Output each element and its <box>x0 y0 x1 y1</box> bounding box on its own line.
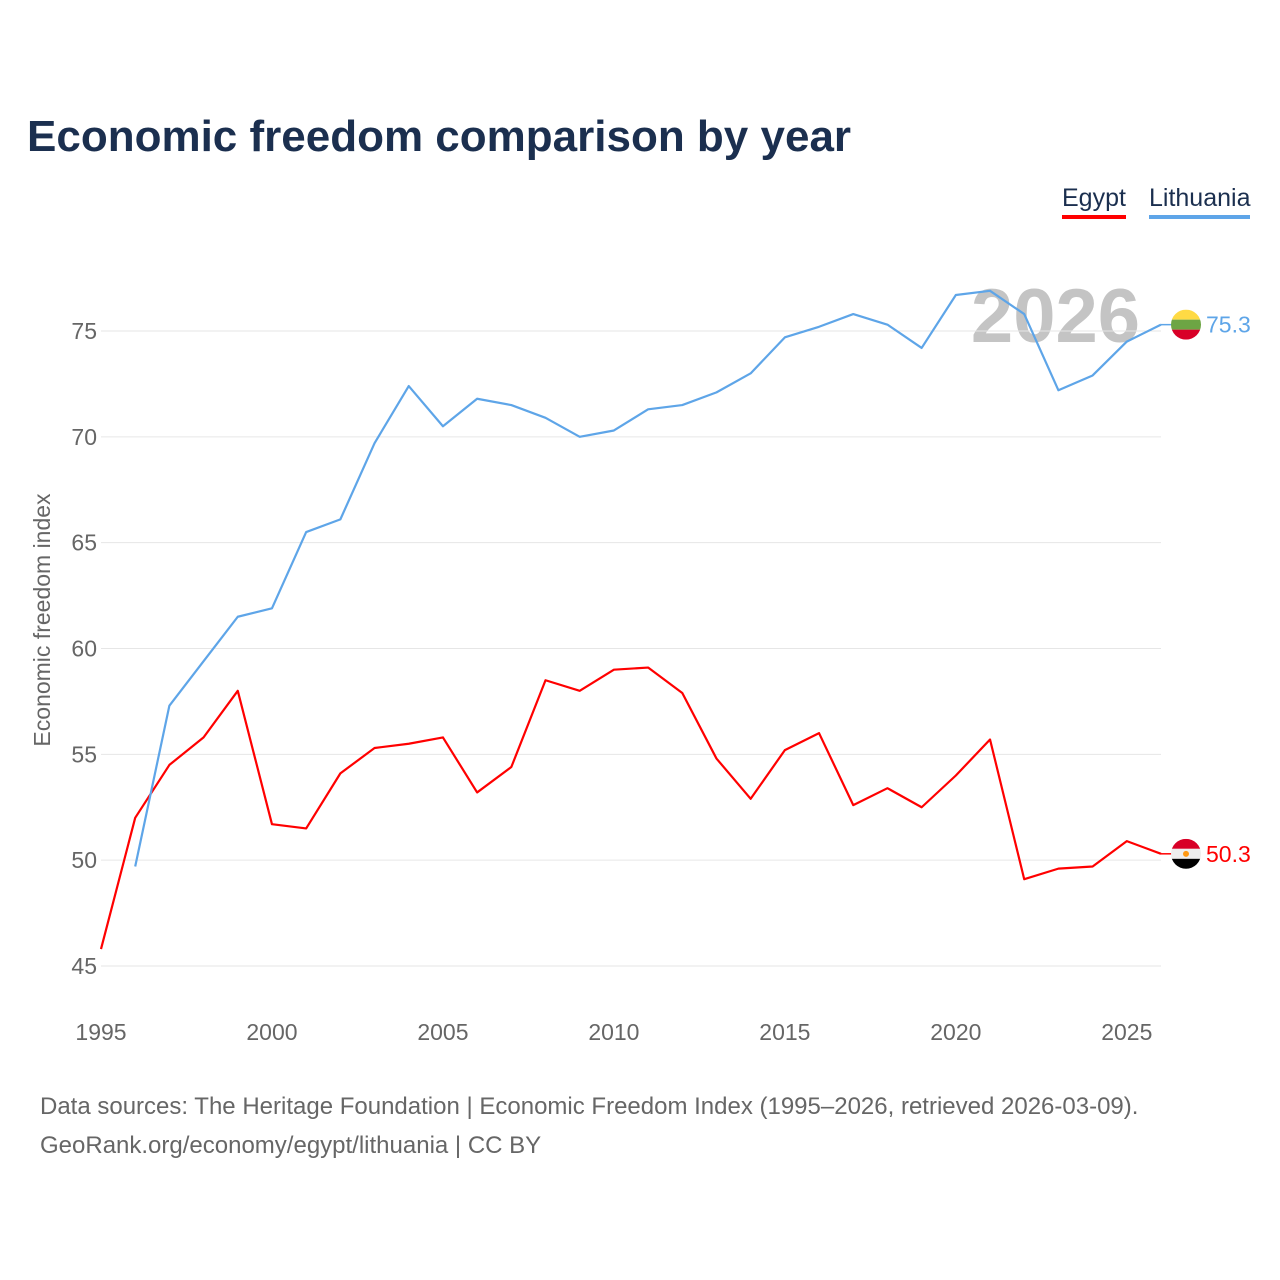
data-point <box>919 345 925 351</box>
data-point <box>850 311 856 317</box>
data-point <box>269 605 275 611</box>
data-point <box>337 516 343 522</box>
x-tick-label: 2005 <box>417 1019 468 1045</box>
egypt-flag-icon <box>1171 838 1201 869</box>
data-point <box>782 334 788 340</box>
x-tick-label: 2020 <box>930 1019 981 1045</box>
data-point <box>1124 838 1130 844</box>
y-tick-label: 70 <box>71 424 97 450</box>
legend-lithuania[interactable]: Lithuania <box>1149 184 1251 219</box>
data-point <box>166 762 172 768</box>
data-point <box>372 440 378 446</box>
data-point <box>1021 876 1027 882</box>
y-tick-label: 65 <box>71 530 97 556</box>
series-line-lithuania <box>134 289 1162 867</box>
data-point <box>816 324 822 330</box>
data-point <box>235 688 241 694</box>
x-tick-label: 2025 <box>1101 1019 1152 1045</box>
data-point <box>235 614 241 620</box>
data-point <box>1055 387 1061 393</box>
data-point <box>679 690 685 696</box>
end-value-label-egypt: 50.3 <box>1206 841 1251 867</box>
data-point <box>611 667 617 673</box>
data-point <box>201 658 207 664</box>
watermark-year: 2026 <box>971 274 1140 359</box>
data-point <box>713 389 719 395</box>
data-point <box>543 415 549 421</box>
data-point <box>440 423 446 429</box>
data-point <box>98 946 104 952</box>
data-point <box>166 703 172 709</box>
data-point <box>440 734 446 740</box>
y-tick-label: 45 <box>71 953 97 979</box>
data-point <box>406 741 412 747</box>
data-point <box>508 764 514 770</box>
data-point <box>474 396 480 402</box>
y-axis-label: Economic freedom index <box>29 493 55 747</box>
data-point <box>303 529 309 535</box>
data-point <box>132 864 138 870</box>
flag-stripe <box>1171 329 1201 340</box>
series-line-egypt <box>99 666 1162 950</box>
data-point <box>1090 372 1096 378</box>
data-point <box>987 737 993 743</box>
x-tick-label: 2010 <box>588 1019 639 1045</box>
data-point <box>645 406 651 412</box>
footer-sources: Data sources: The Heritage Foundation | … <box>40 1093 1139 1120</box>
data-point <box>508 402 514 408</box>
data-point <box>474 789 480 795</box>
flag-stripe <box>1171 838 1201 849</box>
data-point <box>1055 866 1061 872</box>
y-tick-label: 55 <box>71 741 97 767</box>
x-tick-label: 1995 <box>75 1019 126 1045</box>
flag-stripe <box>1171 319 1201 330</box>
y-tick-label: 50 <box>71 847 97 873</box>
data-point <box>884 322 890 328</box>
data-point <box>953 773 959 779</box>
x-tick-label: 2015 <box>759 1019 810 1045</box>
data-point <box>269 821 275 827</box>
data-point <box>1090 864 1096 870</box>
data-point <box>782 747 788 753</box>
chart-title: Economic freedom comparison by year <box>27 112 852 161</box>
data-point <box>577 434 583 440</box>
data-point <box>577 688 583 694</box>
footer: Data sources: The Heritage Foundation | … <box>40 1087 1138 1165</box>
data-point <box>816 730 822 736</box>
data-point <box>1021 311 1027 317</box>
data-point <box>884 785 890 791</box>
data-point <box>543 677 549 683</box>
x-tick-label: 2000 <box>246 1019 297 1045</box>
footer-link[interactable]: GeoRank.org/economy/egypt/lithuania | CC… <box>40 1132 542 1159</box>
data-point <box>406 383 412 389</box>
flag-stripe <box>1171 309 1201 320</box>
data-point <box>919 804 925 810</box>
data-point <box>850 802 856 808</box>
data-point <box>748 796 754 802</box>
data-point <box>303 825 309 831</box>
data-point <box>953 292 959 298</box>
y-tick-label: 75 <box>71 318 97 344</box>
flag-stripe <box>1171 858 1201 869</box>
lithuania-flag-icon <box>1171 309 1201 340</box>
data-point <box>372 745 378 751</box>
y-tick-label: 60 <box>71 636 97 662</box>
data-point <box>713 756 719 762</box>
data-point <box>611 427 617 433</box>
data-point <box>201 734 207 740</box>
data-point <box>679 402 685 408</box>
data-point <box>132 815 138 821</box>
data-point <box>748 370 754 376</box>
data-point <box>1124 339 1130 345</box>
flag-emblem <box>1183 850 1189 857</box>
data-point <box>645 665 651 671</box>
legend-egypt[interactable]: Egypt <box>1062 184 1126 219</box>
data-point <box>987 288 993 294</box>
data-point <box>337 770 343 776</box>
end-value-label-lithuania: 75.3 <box>1206 312 1251 338</box>
